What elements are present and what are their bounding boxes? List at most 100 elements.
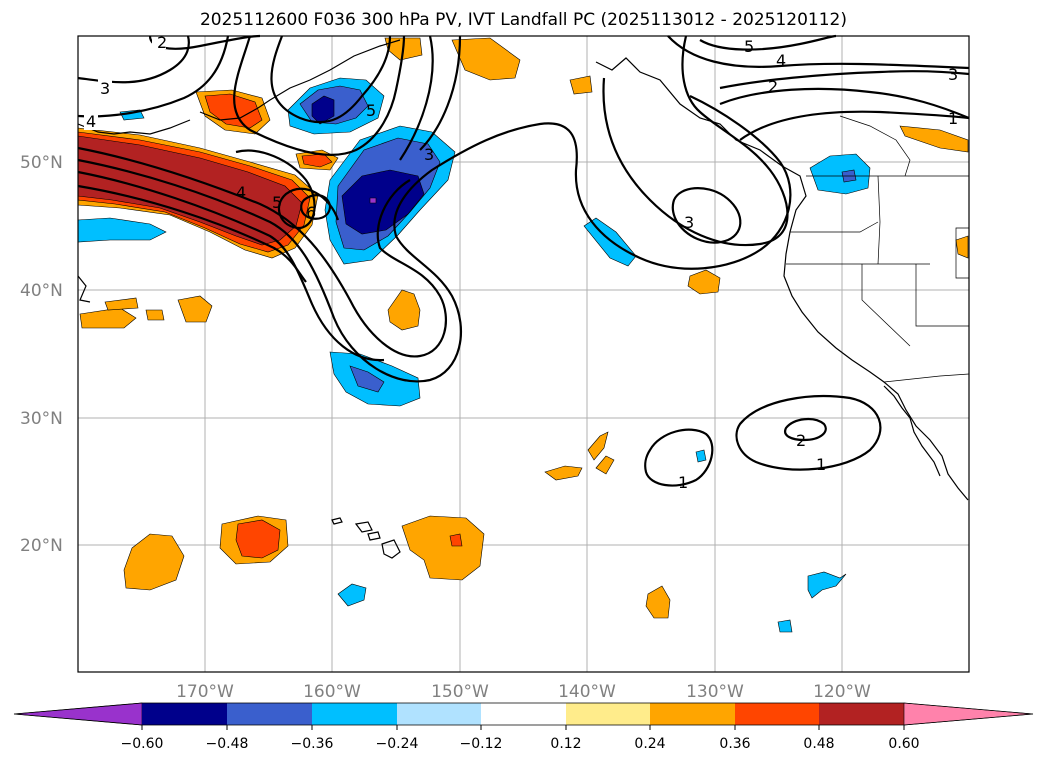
contour-label: 6 [306,203,316,222]
border-idaho [877,175,881,265]
island-big [381,539,401,559]
colorbar-tick-label: 0.12 [550,736,581,752]
cool-patch-158w-16n [337,583,367,607]
colorbar-tick-label: 0.48 [803,736,834,752]
warm-patch-175w-20n [123,533,185,591]
contour-low-1-b [735,395,882,471]
cool-patch-125w-16n [807,571,847,599]
map-panel: 2 3 4 4 5 6 3 5 5 4 3 2 1 3 2 1 1 [77,31,970,673]
island-maui [354,521,373,533]
political-boundaries [786,115,970,383]
colorbar-tick-label: 0.60 [888,736,919,752]
colorbar-segment [312,703,397,725]
warm-patch-40n-c [177,295,213,323]
clabel-bg-3 [84,112,98,130]
lon-label-160w: 160°W [303,682,361,702]
warm-patch-130w [687,269,721,295]
contour-1-top [739,110,970,141]
colorbar-segment [397,703,481,725]
border-ca-nv [861,264,911,347]
map-frame [77,35,970,673]
coastlines [77,39,969,559]
colorbar-segment [650,703,735,725]
coast-russia-edge [77,275,91,303]
border-canada-interior [839,115,911,177]
border-us-mexico [883,373,970,383]
colorbar-segment [227,703,312,725]
map-background [78,36,969,672]
warm-patch-165w-20n-core [235,519,281,559]
colorbar-ticks [141,725,905,730]
contour-label: 5 [272,193,282,212]
cool-patch-far-west [77,217,167,243]
lon-label-140w: 140°W [558,682,616,702]
contour-5-top [699,34,837,51]
lat-label-40n: 40°N [20,281,63,301]
contour-trough-5 [235,149,340,230]
colorbar-segment [481,703,566,725]
colorbar-segment [819,703,904,725]
contour-jet-1 [77,146,447,358]
colorbar-tick-label: −0.60 [121,736,164,752]
lat-label-20n: 20°N [20,536,63,556]
contour-low-2 [784,418,827,442]
lon-label-120w: 120°W [813,682,871,702]
lon-label-150w: 150°W [431,682,489,702]
contour-3-top [719,70,970,90]
contour-label: 5 [744,37,754,56]
latitude-labels: 50°N 40°N 30°N 20°N [20,153,63,556]
cool-patch-131w-27n [695,449,707,463]
warm-patch-155w-40n [387,289,421,331]
contour-label: 2 [157,33,167,52]
coast-alaska-peninsula [199,39,401,121]
island-oahu [331,517,343,525]
warm-patch-150w-20n [401,515,485,581]
contour-4-top [667,35,970,70]
pv-contours [77,34,970,487]
contour-4-west [77,35,230,118]
colorbar-tick-label: 0.36 [719,736,750,752]
colorbar-tick-label: −0.48 [206,736,249,752]
contour-ridge-a [233,35,406,156]
colorbar-segment [142,703,227,725]
contour-label: 1 [816,455,826,474]
warm-patch-ca-edge [955,235,969,259]
contour-label: 2 [768,77,778,96]
border-nevada [915,264,969,327]
contour-east-trough [602,35,789,247]
coast-north-america [595,57,969,501]
cool-blob-alaska-core [311,95,335,125]
cool-blob-main-core [341,169,425,235]
contour-low-1-a [644,428,714,487]
colorbar-segment [735,703,819,725]
contour-small-6 [300,194,332,220]
lat-label-50n: 50°N [20,153,63,173]
contour-ridge-d [419,35,462,151]
warm-patch-canada [899,125,969,153]
coast-baja [883,385,941,477]
lon-label-170w: 170°W [176,682,234,702]
warm-patch-top-1 [451,37,521,81]
warm-patch-40n-d [145,309,165,321]
colorbar-extend-high [903,702,1034,726]
cool-patch-west-coast [809,153,871,195]
contour-jet-2 [77,95,792,383]
colorbar: −0.60 −0.48 −0.36 −0.24 −0.12 0.12 0.24 … [13,702,1034,752]
warm-patch-145w-25n [544,465,583,481]
cool-patch-125w-13n [777,619,793,633]
contour-closed-3 [671,187,742,244]
contour-label: 4 [776,51,786,70]
contour-label: 5 [366,101,376,120]
contour-ridge-b [270,35,392,124]
lat-label-30n: 30°N [20,409,63,429]
coast-aleutians-west [77,119,191,135]
contour-2-top [719,87,970,120]
warm-patch-140w-27n-a [587,431,609,461]
warm-patch-150w-20n-core [449,533,463,547]
island-molokai [367,531,381,541]
negative-anomaly-fills [77,77,871,633]
contour-label: 4 [86,112,96,131]
colorbar-tick-label: −0.24 [376,736,419,752]
border-wa-or [790,221,879,233]
contour-label: 3 [684,213,694,232]
